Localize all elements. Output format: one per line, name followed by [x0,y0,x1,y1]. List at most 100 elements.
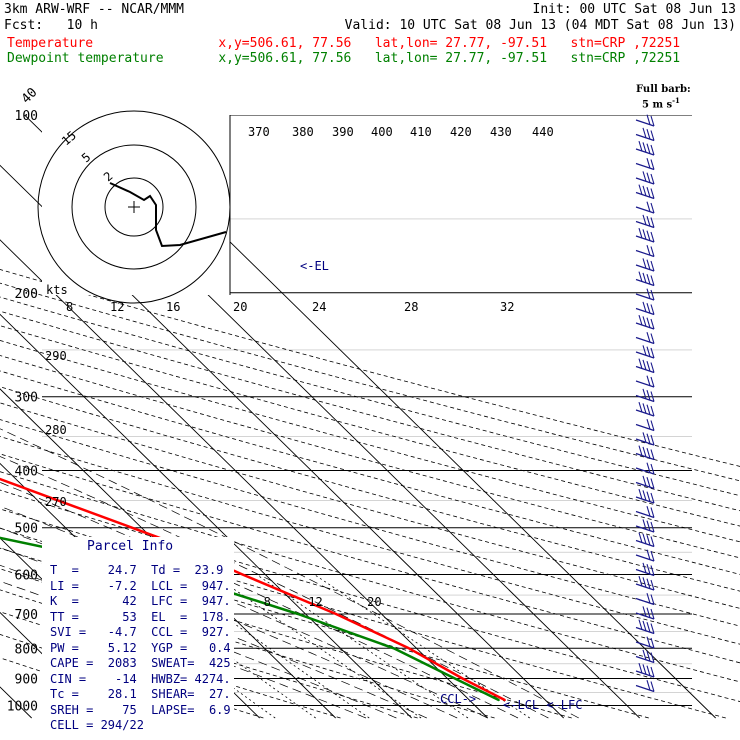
hodograph-speed-label: 12 [110,300,124,314]
wind-barb-flag [650,376,655,388]
hodograph-ring-2 [104,177,164,237]
wind-barb-flag [650,231,655,243]
lcl-lfc-marker: <-LCL <-LFC [503,698,582,712]
wind-legend-unit: 5 m s [642,99,673,111]
wind-barb-flag [646,172,651,183]
wind-barb-shaft [635,554,655,562]
wind-barb-flag [638,358,643,369]
hodograph-speed-label: 28 [404,300,418,314]
wind-barb-flag [642,446,647,458]
wind-barb-shaft [635,351,655,359]
wind-barb-flag [650,333,655,344]
wind-barb-flag [642,533,647,545]
temperature-point [335,613,337,615]
wind-barb-flag [638,314,643,326]
wind-barb-flag [650,260,655,272]
wind-barb-flag [646,535,651,546]
dewpoint-legend: Dewpoint temperature x,y=506.61, 77.56 l… [7,51,681,66]
dry-adiabat [0,296,740,497]
wind-barb-flag [646,665,651,676]
wind-barb-flag [650,507,655,518]
wind-barb-flag [646,477,651,488]
wind-barb-flag [646,303,651,314]
wind-barb-flag [650,246,655,257]
wind-barb-flag [650,521,655,533]
theta-label: 430 [490,125,512,139]
wind-barb-flag [646,375,651,386]
dry-adiabat [0,527,649,719]
pressure-label: 500 [15,522,38,537]
dry-adiabat [0,386,740,592]
wind-barb-flag [650,405,655,417]
wind-barb-flag [646,578,651,589]
wind-barb-flag [646,549,651,560]
hodograph-trace [109,182,227,248]
mixing-ratio-label: 12 [308,595,322,609]
wind-barb-flag [646,564,651,575]
wind-barb-shaft [635,539,655,548]
wind-barb-flag [650,550,655,562]
wind-barb-flag [638,619,643,630]
wind-barb-flag [646,259,651,270]
temperature-point [461,677,464,680]
wind-barb-flag [642,272,647,284]
wind-barb-flag [650,173,655,185]
mixing-ratio-line [75,574,276,719]
dewpoint-point [498,699,500,701]
wind-barb-flag [638,271,643,282]
dewpoint-point [297,613,299,615]
hodograph-speed-label: 16 [166,300,180,314]
dry-adiabat [0,269,740,467]
wind-barb-flag [638,488,643,500]
wind-barb-flag [646,187,651,198]
pressure-label: 100 [15,109,38,124]
temperature-point [73,505,75,507]
hodograph-units: kts [46,283,68,297]
wind-barb-flag [650,594,655,605]
wind-barb-flag [650,420,655,431]
dry-adiabat [0,340,740,543]
wind-barb-flag [642,142,647,153]
wind-barb-shaft [635,336,655,345]
wind-barb-flag [638,401,643,413]
wind-barb-flag [646,636,651,647]
wind-legend: Full barb: 5 m s-1 [636,84,691,110]
wind-barb-shaft [635,249,655,258]
temperature-point [504,699,506,701]
wind-barb-flag [642,562,647,574]
temperature-legend: Temperature x,y=506.61, 77.56 lat,lon= 2… [7,36,681,51]
wind-barb-flag [646,404,651,415]
dry-adiabat [0,453,740,664]
wind-barb-flag [646,448,651,459]
moist-adiabat [0,481,519,719]
wind-barb-flag [650,536,655,547]
parcel-info-row: SREH = 75 LAPSE= 6.9 [50,702,231,717]
theta-label: 380 [292,125,314,139]
mixing-ratio-line [314,574,530,719]
wind-legend-title: Full barb: [636,84,691,95]
wind-barb-flag [642,171,647,182]
pressure-label: 300 [15,391,38,406]
wind-barb-shaft [635,133,655,142]
wind-barb-flag [642,359,647,371]
wind-barb-shaft [635,119,655,127]
wind-barb-flag [646,129,651,140]
wind-barb-shaft [635,568,655,577]
theta-label: 420 [450,125,472,139]
wind-barb-flag [646,216,651,227]
wind-barb-flag [646,593,651,604]
wind-barb-flag [642,475,647,487]
theta-lower-label: 280 [45,423,67,437]
wind-barb-flag [642,490,647,501]
wind-barb-flag [638,227,643,239]
wind-barb-shaft [635,525,655,533]
wind-barb-flag [642,620,647,632]
wind-barb-flag [650,681,655,692]
theta-label: 440 [532,125,554,139]
wind-barb-shaft [635,162,655,171]
parcel-info-row: SVI = -4.7 CCL = 927. [50,625,231,639]
wind-barb-flag [646,317,651,328]
pressure-label: 700 [15,608,38,623]
wind-barb-flag [650,579,655,591]
wind-barb-flag [646,158,651,169]
